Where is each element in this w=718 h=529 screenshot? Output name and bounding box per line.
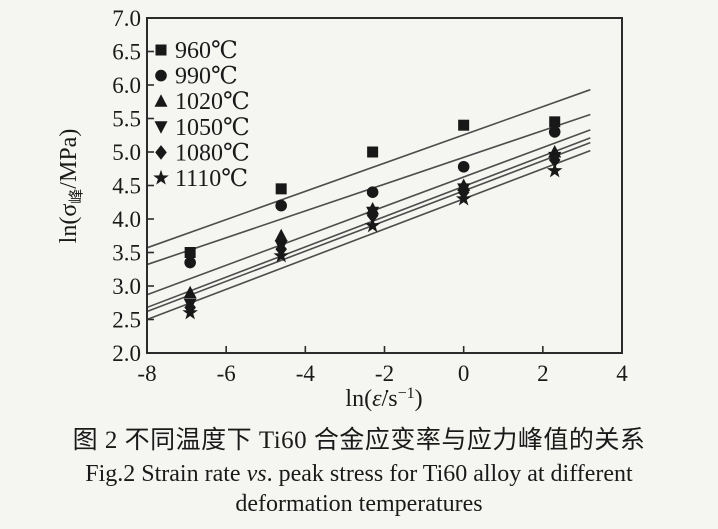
x-tick-label--2: -2 bbox=[375, 361, 394, 386]
x-tick-label--8: -8 bbox=[137, 361, 156, 386]
point-990℃-2 bbox=[366, 186, 379, 198]
legend-marker-1110℃ bbox=[153, 169, 169, 185]
legend-label-1020℃: 1020℃ bbox=[175, 89, 250, 115]
legend-label-1080℃: 1080℃ bbox=[175, 140, 250, 166]
point-1080℃-2 bbox=[366, 208, 379, 223]
y-tick-label-6.0: 6.0 bbox=[112, 73, 141, 98]
point-1110℃-4 bbox=[546, 162, 563, 178]
point-1110℃-3 bbox=[455, 190, 472, 206]
point-1110℃-0 bbox=[182, 304, 198, 320]
x-label-pre: ln( bbox=[345, 386, 372, 412]
legend-marker-960℃ bbox=[155, 44, 167, 56]
tick-labels: -8 -6 -4 -2 0 2 4 2.0 2.5 3.0 3.5 4.0 4.5 5.0 5.5 6.0 6.… bbox=[112, 6, 628, 386]
y-tick-label-3.0: 3.0 bbox=[112, 274, 141, 299]
y-axis-label: ln(σ峰/MPa) bbox=[56, 129, 85, 244]
y-label-post: /MPa) bbox=[56, 129, 82, 189]
point-1110℃-1 bbox=[273, 247, 289, 263]
data-points bbox=[182, 116, 563, 320]
point-1020℃-0 bbox=[183, 285, 197, 299]
point-960℃-1 bbox=[275, 183, 287, 195]
y-label-pre: ln(σ bbox=[56, 204, 82, 244]
plot-border bbox=[146, 17, 623, 354]
point-960℃-2 bbox=[367, 146, 379, 158]
point-990℃-4 bbox=[548, 126, 561, 138]
caption-english-line1: Fig.2 Strain rate vs. peak stress for Ti… bbox=[0, 461, 718, 489]
x-tick-label--6: -6 bbox=[217, 361, 236, 386]
point-960℃-0 bbox=[184, 247, 196, 258]
y-tick-label-5.0: 5.0 bbox=[112, 140, 141, 165]
figure-captions: 图 2 不同温度下 Ti60 合金应变率与应力峰值的关系 Fig.2 Strai… bbox=[0, 427, 718, 519]
y-tick-label-6.5: 6.5 bbox=[112, 40, 141, 65]
caption-en-vs: vs bbox=[246, 460, 267, 487]
point-990℃-3 bbox=[457, 160, 470, 173]
fit-line-1110℃ bbox=[146, 149, 591, 321]
y-tick-label-2.5: 2.5 bbox=[112, 308, 141, 333]
legend-label-1110℃: 1110℃ bbox=[175, 166, 248, 192]
y-tick-label-4.5: 4.5 bbox=[112, 174, 141, 199]
x-tick-label--4: -4 bbox=[296, 361, 316, 386]
chart-canvas: -8 -6 -4 -2 0 2 4 2.0 2.5 3.0 3.5 4.0 4.5 5.0 5.5 6.0 6.… bbox=[56, 6, 628, 412]
caption-english-line2: deformation temperatures bbox=[235, 491, 483, 518]
point-960℃-4 bbox=[549, 116, 561, 128]
legend-label-960℃: 960℃ bbox=[175, 38, 238, 64]
x-label-mid: /s bbox=[382, 386, 398, 412]
point-1080℃-4 bbox=[548, 152, 561, 168]
fit-line-1050℃ bbox=[146, 137, 591, 309]
x-label-post: ) bbox=[415, 386, 423, 412]
point-990℃-1 bbox=[275, 199, 287, 212]
y-tick-label-7.0: 7.0 bbox=[112, 6, 141, 31]
x-tick-label-2: 2 bbox=[537, 361, 549, 386]
point-960℃-3 bbox=[458, 119, 470, 131]
fit-line-960℃ bbox=[146, 88, 591, 249]
legend-marker-990℃ bbox=[155, 69, 167, 82]
legend-label-990℃: 990℃ bbox=[175, 64, 238, 90]
y-tick-label-2.0: 2.0 bbox=[112, 341, 141, 366]
caption-en-post: . peak stress for Ti60 alloy at differen… bbox=[266, 460, 633, 487]
caption-en-pre: Fig.2 Strain rate bbox=[85, 460, 247, 487]
fit-line-1080℃ bbox=[146, 141, 591, 313]
x-label-superscript: −1 bbox=[398, 385, 415, 402]
y-tick-label-5.5: 5.5 bbox=[112, 107, 141, 132]
x-tick-label-4: 4 bbox=[616, 361, 628, 386]
y-tick-label-4.0: 4.0 bbox=[112, 207, 141, 232]
legend-marker-1080℃ bbox=[155, 145, 167, 160]
point-990℃-0 bbox=[184, 256, 196, 269]
point-1110℃-2 bbox=[364, 217, 381, 233]
legend-marker-1020℃ bbox=[154, 94, 168, 107]
y-label-subscript: 峰 bbox=[68, 189, 85, 204]
x-axis-label: ln(ε̇/s−1) bbox=[345, 385, 422, 412]
point-1020℃-1 bbox=[274, 228, 288, 242]
legend-marker-1050℃ bbox=[154, 121, 168, 134]
legend-label-1050℃: 1050℃ bbox=[175, 115, 250, 141]
y-tick-label-3.5: 3.5 bbox=[112, 241, 141, 266]
caption-chinese: 图 2 不同温度下 Ti60 合金应变率与应力峰值的关系 bbox=[72, 427, 646, 454]
x-tick-label-0: 0 bbox=[458, 361, 470, 386]
